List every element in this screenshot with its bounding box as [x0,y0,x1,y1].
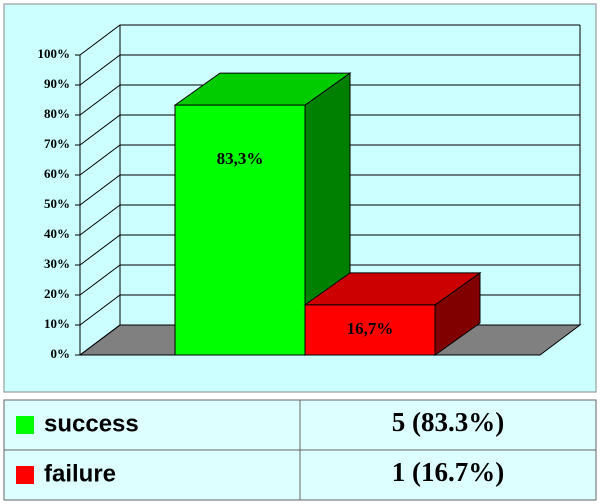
legend-label: failure [44,460,116,487]
grid-line [79,174,580,206]
y-tick-label: 20% [44,286,70,301]
grid-line [79,144,580,176]
grid-line [79,54,580,86]
grid-line [79,264,580,296]
legend-swatch [16,416,34,434]
legend-swatch [16,466,34,484]
bar [174,104,306,356]
grid-line [79,234,580,266]
y-tick-label: 80% [44,106,70,121]
grid-line [79,114,580,146]
y-tick-label: 10% [44,316,70,331]
value-label: 83,3% [217,149,264,168]
y-tick-label: 40% [44,226,70,241]
grid-line [79,24,580,56]
grid-line [79,84,580,116]
legend-label: success [44,410,139,437]
y-tick-label: 90% [44,76,70,91]
legend-value: 1 (16.7%) [392,457,504,487]
y-tick-label: 50% [44,196,70,211]
y-tick-label: 100% [38,46,71,61]
y-tick-label: 70% [44,136,70,151]
y-tick-label: 60% [44,166,70,181]
legend-value: 5 (83.3%) [392,407,504,437]
value-label: 16,7% [347,319,394,338]
grid-line [79,204,580,236]
y-tick-label: 30% [44,256,70,271]
bar [304,304,436,356]
y-tick-label: 0% [51,346,71,361]
